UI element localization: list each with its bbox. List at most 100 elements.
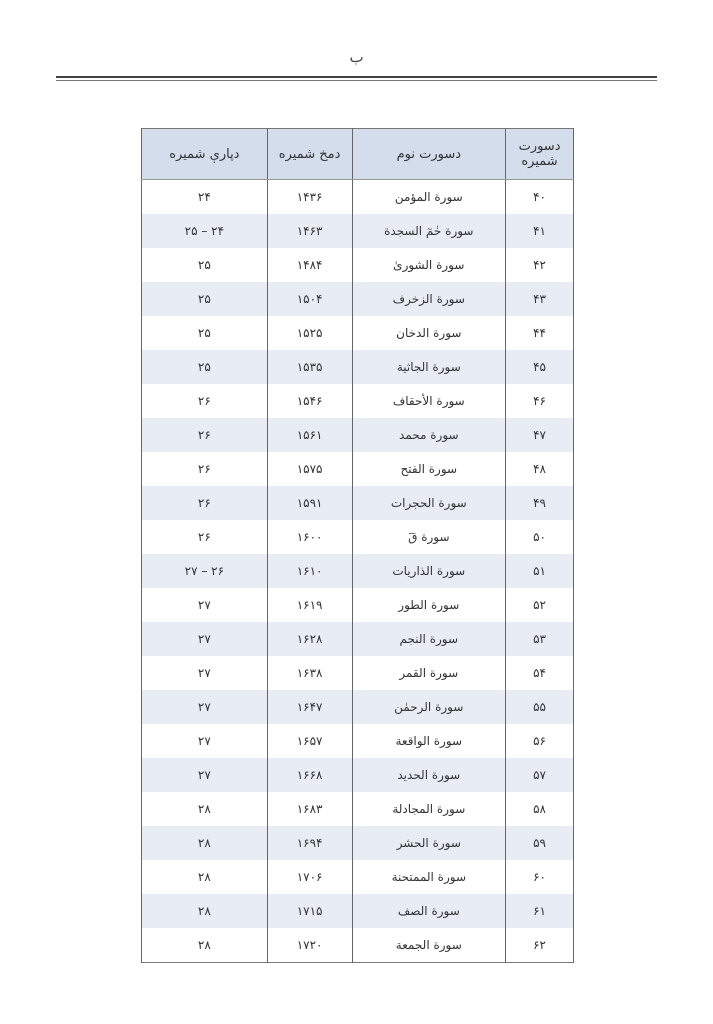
table-row: ۴۱ سورة حٰمٓ السجدة ۱۴۶۳ ۲۴ – ۲۵	[141, 214, 574, 248]
header-page-number: دمخ شمیره	[266, 128, 353, 180]
surah-number-cell: ۵۳	[505, 622, 574, 656]
header-surah-name: دسورت نوم	[351, 128, 507, 180]
surah-name-cell: سورة الجاثية	[351, 350, 507, 384]
page-number-cell: ۱۶۲۸	[266, 622, 353, 656]
para-number-cell: ۲۶ – ۲۷	[141, 554, 268, 588]
page-number-cell: ۱۶۶۸	[266, 758, 353, 792]
surah-name-cell: سورة النجم	[351, 622, 507, 656]
page-number-cell: ۱۵۹۱	[266, 486, 353, 520]
page-number-cell: ۱۶۵۷	[266, 724, 353, 758]
surah-name-cell: سورة الممتحنة	[351, 860, 507, 894]
para-number-cell: ۲۸	[141, 894, 268, 928]
surah-name-cell: سورة المؤمن	[351, 179, 507, 214]
header-rule	[56, 76, 657, 78]
surah-number-cell: ۴۴	[505, 316, 574, 350]
table-row: ۵۹ سورة الحشر ۱۶۹۴ ۲۸	[141, 826, 574, 860]
page-number-cell: ۱۵۳۵	[266, 350, 353, 384]
surah-number-cell: ۴۸	[505, 452, 574, 486]
surah-name-cell: سورة الصف	[351, 894, 507, 928]
surah-name-cell: سورة حٰمٓ السجدة	[351, 214, 507, 248]
header-rule-thin	[56, 80, 657, 81]
table-row: ۵۸ سورة المجادلة ۱۶۸۳ ۲۸	[141, 792, 574, 826]
table-row: ۶۰ سورة الممتحنة ۱۷۰۶ ۲۸	[141, 860, 574, 894]
surah-number-cell: ۵۱	[505, 554, 574, 588]
surah-number-cell: ۴۳	[505, 282, 574, 316]
table-row: ۵۵ سورة الرحمٰن ۱۶۴۷ ۲۷	[141, 690, 574, 724]
page-number-cell: ۱۴۶۳	[266, 214, 353, 248]
surah-number-cell: ۴۶	[505, 384, 574, 418]
surah-name-cell: سورة القمر	[351, 656, 507, 690]
surah-number-cell: ۴۵	[505, 350, 574, 384]
surah-name-cell: سورة الجمعة	[351, 928, 507, 963]
para-number-cell: ۲۶	[141, 418, 268, 452]
page-number-cell: ۱۶۹۴	[266, 826, 353, 860]
page-number-cell: ۱۴۳۶	[266, 179, 353, 214]
para-number-cell: ۲۴ – ۲۵	[141, 214, 268, 248]
para-number-cell: ۲۸	[141, 860, 268, 894]
page-number-cell: ۱۶۱۰	[266, 554, 353, 588]
page-number-cell: ۱۶۴۷	[266, 690, 353, 724]
table-header-row: دسورت شمیره دسورت نوم دمخ شمیره دپارې شم…	[141, 128, 574, 180]
page-number-cell: ۱۶۰۰	[266, 520, 353, 554]
table-row: ۴۲ سورة الشورىٰ ۱۴۸۴ ۲۵	[141, 248, 574, 282]
surah-name-cell: سورة المجادلة	[351, 792, 507, 826]
para-number-cell: ۲۸	[141, 928, 268, 963]
surah-number-cell: ۴۹	[505, 486, 574, 520]
para-number-cell: ۲۵	[141, 350, 268, 384]
surah-name-cell: سورة الرحمٰن	[351, 690, 507, 724]
para-number-cell: ۲۷	[141, 724, 268, 758]
surah-name-cell: سورة الحديد	[351, 758, 507, 792]
surah-number-cell: ۶۱	[505, 894, 574, 928]
para-number-cell: ۲۷	[141, 588, 268, 622]
para-number-cell: ۲۷	[141, 656, 268, 690]
para-number-cell: ۲۵	[141, 282, 268, 316]
table-row: ۵۶ سورة الواقعة ۱۶۵۷ ۲۷	[141, 724, 574, 758]
page-number-cell: ۱۵۲۵	[266, 316, 353, 350]
page-letter: ب	[349, 48, 364, 66]
page-number-cell: ۱۷۱۵	[266, 894, 353, 928]
para-number-cell: ۲۵	[141, 316, 268, 350]
table-row: ۵۷ سورة الحديد ۱۶۶۸ ۲۷	[141, 758, 574, 792]
surah-name-cell: سورة الفتح	[351, 452, 507, 486]
para-number-cell: ۲۸	[141, 792, 268, 826]
page-number-cell: ۱۴۸۴	[266, 248, 353, 282]
table-row: ۵۳ سورة النجم ۱۶۲۸ ۲۷	[141, 622, 574, 656]
table-row: ۴۰ سورة المؤمن ۱۴۳۶ ۲۴	[141, 179, 574, 214]
para-number-cell: ۲۷	[141, 758, 268, 792]
page-number-cell: ۱۶۸۳	[266, 792, 353, 826]
surah-number-cell: ۴۰	[505, 179, 574, 214]
page-number-cell: ۱۶۱۹	[266, 588, 353, 622]
surah-name-cell: سورة الزخرف	[351, 282, 507, 316]
surah-number-cell: ۵۵	[505, 690, 574, 724]
table-row: ۴۹ سورة الحجرات ۱۵۹۱ ۲۶	[141, 486, 574, 520]
surah-number-cell: ۵۹	[505, 826, 574, 860]
page-number-cell: ۱۷۲۰	[266, 928, 353, 963]
surah-number-cell: ۵۶	[505, 724, 574, 758]
table-row: ۵۱ سورة الذاريات ۱۶۱۰ ۲۶ – ۲۷	[141, 554, 574, 588]
surah-name-cell: سورة الدخان	[351, 316, 507, 350]
table-row: ۵۲ سورة الطور ۱۶۱۹ ۲۷	[141, 588, 574, 622]
surah-number-cell: ۵۸	[505, 792, 574, 826]
page-number-cell: ۱۵۶۱	[266, 418, 353, 452]
table-row: ۵۰ سورة قٓ ۱۶۰۰ ۲۶	[141, 520, 574, 554]
surah-number-cell: ۶۰	[505, 860, 574, 894]
surah-number-cell: ۴۷	[505, 418, 574, 452]
surah-number-cell: ۵۲	[505, 588, 574, 622]
page-number-cell: ۱۵۰۴	[266, 282, 353, 316]
table-row: ۵۴ سورة القمر ۱۶۳۸ ۲۷	[141, 656, 574, 690]
table-row: ۴۵ سورة الجاثية ۱۵۳۵ ۲۵	[141, 350, 574, 384]
surah-name-cell: سورة الطور	[351, 588, 507, 622]
surah-number-cell: ۴۱	[505, 214, 574, 248]
header-para-number: دپارې شمیره	[141, 128, 268, 180]
surah-number-cell: ۵۰	[505, 520, 574, 554]
surah-name-cell: سورة محمد	[351, 418, 507, 452]
surah-name-cell: سورة الأحقاف	[351, 384, 507, 418]
para-number-cell: ۲۶	[141, 520, 268, 554]
surah-number-cell: ۵۴	[505, 656, 574, 690]
page-number-cell: ۱۶۳۸	[266, 656, 353, 690]
page-number-cell: ۱۵۴۶	[266, 384, 353, 418]
surah-name-cell: سورة الذاريات	[351, 554, 507, 588]
table-row: ۶۱ سورة الصف ۱۷۱۵ ۲۸	[141, 894, 574, 928]
para-number-cell: ۲۴	[141, 179, 268, 214]
para-number-cell: ۲۸	[141, 826, 268, 860]
